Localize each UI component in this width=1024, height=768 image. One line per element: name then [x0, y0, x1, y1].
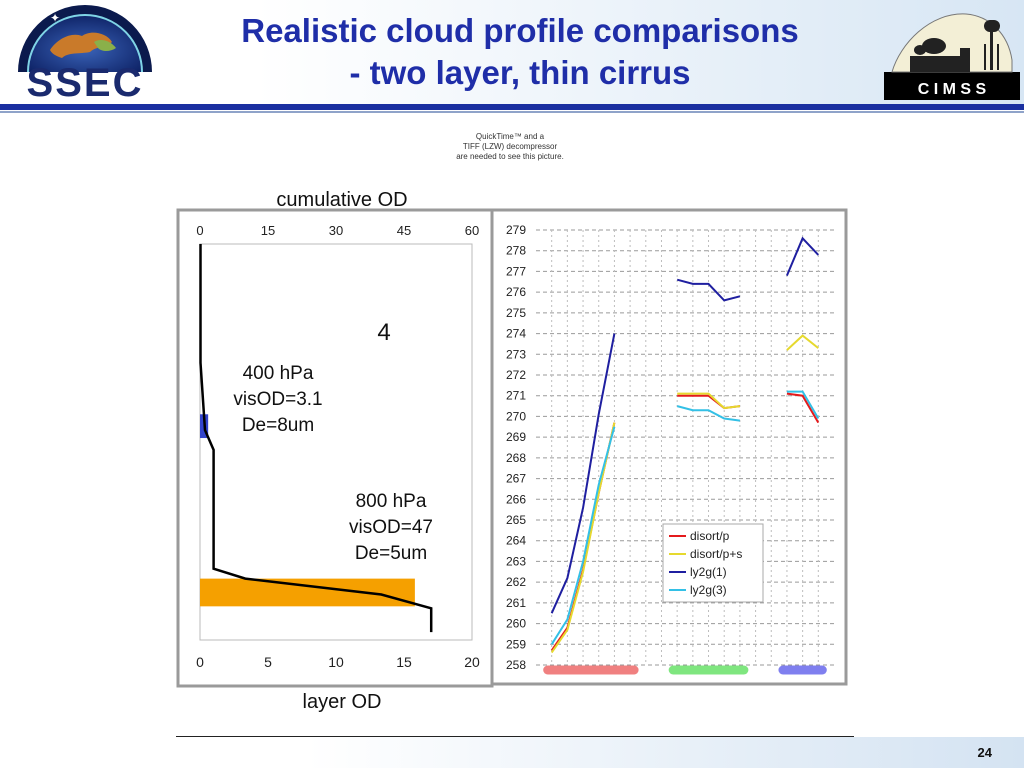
top-tick-label: 0 — [196, 223, 203, 238]
series-line-ly2g-3- — [550, 390, 820, 645]
legend-label: disort/p — [690, 529, 730, 543]
y-tick-label: 275 — [506, 306, 526, 320]
bottom-tick-label: 5 — [264, 654, 272, 670]
legend-label: ly2g(1) — [690, 565, 727, 579]
page-number: 24 — [977, 745, 992, 760]
quicktime-notice-line1: QuickTime™ and a — [475, 132, 545, 141]
top-tick-label: 60 — [465, 223, 479, 238]
panel-label: 4 — [377, 319, 390, 346]
slide-footer — [0, 737, 1024, 768]
cumulative-od-line — [199, 244, 433, 633]
bottom-tick-label: 0 — [196, 654, 204, 670]
y-tick-label: 266 — [506, 492, 526, 506]
y-tick-label: 279 — [506, 223, 526, 237]
slide-title-line2: - two layer, thin cirrus — [349, 54, 691, 91]
od-profile-chart: cumulative OD 0 15 30 45 60 0 5 10 15 20 4 400 h… — [176, 189, 494, 713]
svg-text:✦: ✦ — [50, 11, 60, 25]
y-tick-label: 259 — [506, 637, 526, 651]
slide-title: Realistic cloud profile comparisons - tw… — [180, 10, 860, 94]
top-axis-title: cumulative OD — [276, 189, 407, 211]
y-tick-label: 258 — [506, 658, 526, 672]
y-tick-label: 270 — [506, 409, 526, 423]
bottom-tick-label: 20 — [464, 654, 480, 670]
y-tick-label: 263 — [506, 554, 526, 568]
annotation-800-line2: visOD=47 — [349, 517, 433, 538]
header-rule-thin — [0, 111, 1024, 113]
bottom-tick-label: 15 — [396, 654, 412, 670]
y-tick-label: 278 — [506, 244, 526, 258]
od-plot-area — [199, 243, 473, 641]
quicktime-notice-line3: are needed to see this picture. — [456, 152, 564, 161]
y-tick-label: 273 — [506, 347, 526, 361]
series-line-ly2g-1- — [550, 236, 820, 614]
top-tick-label: 15 — [261, 223, 275, 238]
y-tick-label: 265 — [506, 513, 526, 527]
y-tick-label: 269 — [506, 430, 526, 444]
bottom-axis-title: layer OD — [303, 691, 382, 713]
header-rule — [0, 104, 1024, 110]
y-tick-label: 268 — [506, 451, 526, 465]
ssec-logo: ✦ SSEC — [10, 2, 160, 107]
y-tick-label: 276 — [506, 285, 526, 299]
legend: disort/p disort/p+s ly2g(1) ly2g(3) — [662, 523, 764, 603]
footer-rule — [176, 736, 854, 737]
y-tick-label: 274 — [506, 327, 526, 341]
legend-label: ly2g(3) — [690, 583, 727, 597]
temperature-comparison-chart: 258 259 260 261 262 263 264 265 266 267 268 269 270 2… — [490, 208, 848, 686]
slide-header — [0, 0, 1024, 104]
y-tick-label: 260 — [506, 617, 526, 631]
quicktime-notice-line2: TIFF (LZW) decompressor — [462, 142, 558, 151]
quicktime-notice: QuickTime™ and a TIFF (LZW) decompressor… — [400, 132, 620, 162]
bottom-tick-label: 10 — [328, 654, 344, 670]
series-line-disort-p-s — [550, 334, 819, 654]
annotation-400-line1: 400 hPa — [243, 363, 314, 384]
y-tick-label: 277 — [506, 264, 526, 278]
annotation-400-line2: visOD=3.1 — [233, 389, 322, 410]
top-tick-label: 30 — [329, 223, 343, 238]
slide-title-line1: Realistic cloud profile comparisons — [241, 12, 799, 49]
y-tick-label: 272 — [506, 368, 526, 382]
annotation-800-line1: 800 hPa — [356, 491, 427, 512]
top-tick-label: 45 — [397, 223, 411, 238]
y-tick-label: 261 — [506, 596, 526, 610]
temp-plot-frame — [490, 208, 848, 686]
y-tick-label: 271 — [506, 389, 526, 403]
y-tick-label: 267 — [506, 472, 526, 486]
legend-label: disort/p+s — [690, 547, 742, 561]
ssec-logo-text: SSEC — [27, 61, 144, 102]
cimss-logo: C I M S S — [880, 4, 1020, 105]
annotation-800-line3: De=5um — [355, 543, 427, 564]
low-cloud-od-band — [200, 578, 415, 607]
cimss-logo-text: C I M S S — [918, 81, 987, 98]
annotation-400-line3: De=8um — [242, 415, 314, 436]
y-tick-label: 262 — [506, 575, 526, 589]
y-tick-label: 264 — [506, 534, 526, 548]
